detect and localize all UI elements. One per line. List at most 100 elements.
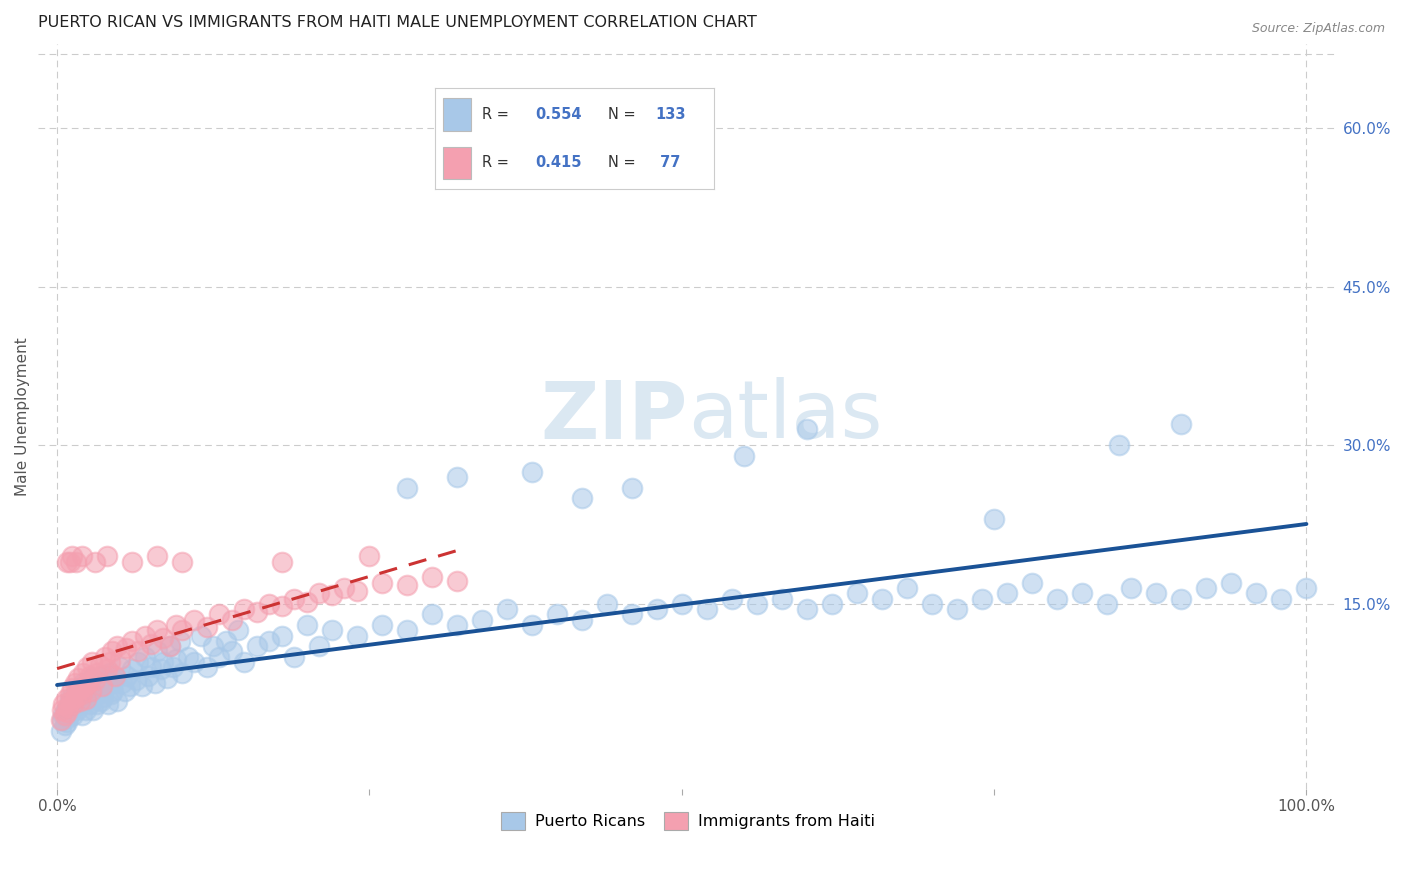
Point — [745, 597, 768, 611]
Point — [89, 658, 111, 673]
Point — [870, 591, 893, 606]
Point — [221, 613, 243, 627]
Point — [108, 660, 131, 674]
Point — [101, 676, 124, 690]
Point — [115, 669, 138, 683]
Point — [152, 655, 174, 669]
Point — [921, 597, 943, 611]
Text: PUERTO RICAN VS IMMIGRANTS FROM HAITI MALE UNEMPLOYMENT CORRELATION CHART: PUERTO RICAN VS IMMIGRANTS FROM HAITI MA… — [38, 15, 758, 30]
Point — [995, 586, 1018, 600]
Point — [395, 481, 418, 495]
Point — [446, 618, 468, 632]
Point — [295, 618, 318, 632]
Point — [271, 555, 294, 569]
Point — [58, 692, 80, 706]
Point — [970, 591, 993, 606]
Point — [55, 692, 77, 706]
Point — [121, 633, 143, 648]
Point — [58, 687, 80, 701]
Point — [114, 683, 136, 698]
Point — [259, 597, 281, 611]
Point — [70, 707, 93, 722]
Point — [96, 662, 118, 676]
Point — [56, 705, 79, 719]
Point — [215, 633, 238, 648]
Point — [1146, 586, 1168, 600]
Point — [1021, 575, 1043, 590]
Point — [91, 690, 114, 704]
Point — [73, 679, 96, 693]
Point — [259, 633, 281, 648]
Point — [111, 676, 134, 690]
Point — [52, 707, 75, 722]
Point — [76, 660, 98, 674]
Point — [60, 549, 83, 564]
Text: ZIP: ZIP — [541, 377, 688, 455]
Point — [69, 694, 91, 708]
Point — [156, 671, 179, 685]
Point — [53, 707, 76, 722]
Point — [446, 574, 468, 588]
Point — [359, 549, 381, 564]
Point — [100, 687, 122, 701]
Point — [195, 620, 218, 634]
Point — [159, 639, 181, 653]
Point — [321, 589, 343, 603]
Point — [346, 584, 368, 599]
Point — [58, 700, 80, 714]
Point — [103, 683, 125, 698]
Point — [89, 679, 111, 693]
Point — [420, 570, 443, 584]
Point — [159, 639, 181, 653]
Point — [59, 705, 82, 719]
Point — [371, 618, 394, 632]
Point — [105, 694, 128, 708]
Point — [58, 711, 80, 725]
Point — [146, 624, 169, 638]
Point — [796, 602, 818, 616]
Point — [446, 470, 468, 484]
Point — [162, 660, 184, 674]
Point — [77, 681, 100, 696]
Point — [75, 703, 97, 717]
Point — [98, 655, 121, 669]
Point — [105, 639, 128, 653]
Point — [596, 597, 619, 611]
Point — [127, 644, 149, 658]
Point — [49, 713, 72, 727]
Point — [104, 671, 127, 685]
Point — [65, 690, 87, 704]
Point — [371, 575, 394, 590]
Point — [96, 549, 118, 564]
Point — [101, 644, 124, 658]
Point — [208, 607, 231, 622]
Point — [165, 652, 187, 666]
Point — [896, 581, 918, 595]
Point — [671, 597, 693, 611]
Point — [520, 465, 543, 479]
Point — [60, 700, 83, 714]
Point — [91, 669, 114, 683]
Text: Source: ZipAtlas.com: Source: ZipAtlas.com — [1251, 22, 1385, 36]
Point — [139, 637, 162, 651]
Point — [1045, 591, 1067, 606]
Point — [75, 692, 97, 706]
Point — [571, 491, 593, 506]
Point — [62, 707, 84, 722]
Point — [49, 723, 72, 738]
Point — [170, 555, 193, 569]
Point — [56, 555, 79, 569]
Point — [80, 655, 103, 669]
Point — [84, 676, 107, 690]
Point — [108, 652, 131, 666]
Point — [77, 676, 100, 690]
Point — [70, 687, 93, 701]
Point — [221, 644, 243, 658]
Point — [1195, 581, 1218, 595]
Point — [1121, 581, 1143, 595]
Point — [821, 597, 844, 611]
Point — [165, 618, 187, 632]
Point — [1170, 417, 1192, 432]
Point — [60, 681, 83, 696]
Point — [87, 687, 110, 701]
